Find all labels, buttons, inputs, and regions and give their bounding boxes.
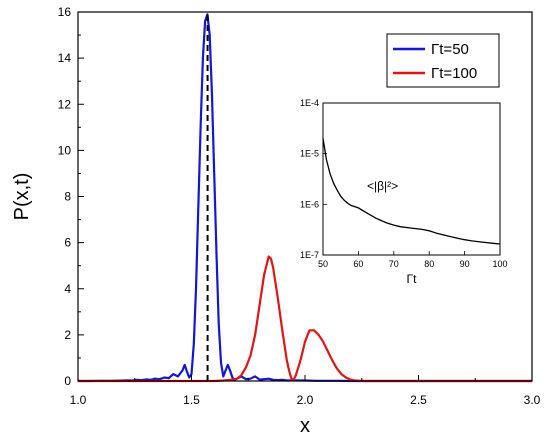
y-tick-label: 0 [64,374,71,388]
inset-series [322,138,501,245]
inset-x-tick-label: 90 [460,259,470,269]
inset-annotation: <|β|²> [367,179,398,193]
series-line-2 [78,255,532,383]
y-tick-label: 10 [58,143,72,157]
inset-background [323,103,500,255]
inset-chart: 50 60 70 80 90 100 1E-7 1E-6 1E-5 1E-4 Γt <|β|²> [300,98,508,286]
legend-label-series-2: Γt=100 [431,65,477,82]
y-tick-label: 2 [64,328,71,342]
inset-x-tick-label: 80 [424,259,434,269]
main-axis-ticks: 1.0 1.5 2.0 2.5 3.0 0 2 4 6 8 10 12 14 16 [58,5,541,407]
x-tick-label: 2.0 [297,393,314,407]
inset-y-tick-label: 1E-6 [300,199,319,209]
y-tick-label: 12 [58,97,72,111]
inset-series-line [322,138,501,245]
y-tick-label: 4 [64,282,71,296]
inset-x-tick-label: 50 [318,259,328,269]
inset-x-axis-label: Γt [407,272,418,286]
x-tick-label: 2.5 [410,393,427,407]
inset-frame [322,102,501,256]
y-tick-label: 14 [58,51,72,65]
legend-label-series-1: Γt=50 [431,41,469,58]
x-tick-label: 3.0 [524,393,541,407]
y-tick-label: 16 [58,5,72,19]
y-axis-label: P(x,t) [11,173,33,221]
inset-y-tick-label: 1E-4 [300,98,319,108]
inset-y-tick-label: 1E-7 [300,250,319,260]
x-tick-label: 1.0 [70,393,87,407]
x-axis-label: x [300,415,310,437]
x-tick-label: 1.5 [183,393,200,407]
legend-box [386,33,500,88]
inset-x-tick-label: 100 [492,259,507,269]
inset-y-tick-label: 1E-5 [300,149,319,159]
legend: Γt=50 Γt=100 [386,33,500,88]
y-tick-label: 8 [64,190,71,204]
y-tick-label: 6 [64,236,71,250]
inset-x-tick-label: 60 [353,259,363,269]
inset-axis-ticks: 50 60 70 80 90 100 1E-7 1E-6 1E-5 1E-4 [300,98,508,269]
inset-x-tick-label: 70 [389,259,399,269]
